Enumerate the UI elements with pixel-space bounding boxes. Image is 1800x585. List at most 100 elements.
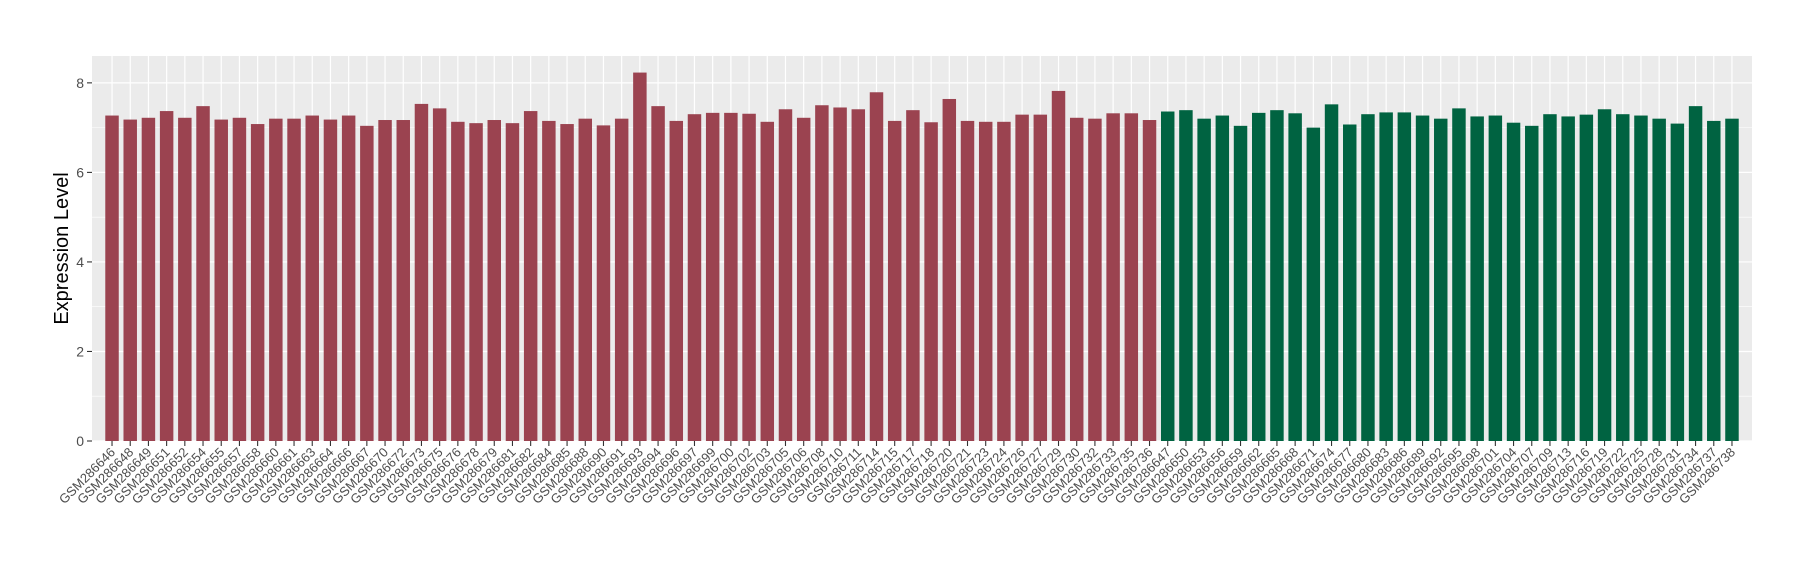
bar-GSM286686: [1397, 112, 1412, 441]
bar-GSM286706: [796, 117, 811, 442]
bar-GSM286691: [614, 118, 629, 442]
bar-GSM286676: [451, 121, 465, 441]
bar-GSM286731: [1670, 123, 1685, 441]
bar-GSM286646: [105, 115, 119, 441]
bar-GSM286737: [1707, 120, 1721, 442]
bar-GSM286701: [1488, 115, 1503, 441]
bar-GSM286665: [1270, 110, 1284, 441]
bar-GSM286708: [815, 105, 829, 441]
bar-GSM286704: [1506, 122, 1521, 441]
bar-GSM286733: [1106, 113, 1120, 442]
bar-GSM286719: [1597, 109, 1612, 441]
bar-GSM286696: [669, 120, 684, 442]
bar-GSM286726: [1015, 114, 1029, 441]
bar-GSM286700: [724, 112, 738, 442]
bar-GSM286694: [651, 106, 665, 442]
bar-GSM286668: [1288, 113, 1302, 442]
bars: [105, 72, 1739, 442]
bar-GSM286679: [487, 120, 501, 441]
bar-GSM286695: [1452, 108, 1466, 442]
bar-GSM286672: [396, 120, 410, 441]
bar-GSM286711: [851, 109, 866, 441]
bar-GSM286709: [1543, 114, 1557, 441]
bar-GSM286664: [323, 119, 338, 442]
bar-GSM286647: [1160, 111, 1175, 441]
bar-GSM286655: [214, 119, 228, 442]
bar-GSM286662: [1251, 112, 1266, 442]
bar-GSM286730: [1069, 117, 1084, 442]
bar-GSM286729: [1051, 90, 1066, 441]
bar-GSM286714: [869, 92, 884, 441]
bar-GSM286663: [305, 115, 319, 441]
bar-GSM286683: [1379, 112, 1393, 441]
bar-GSM286659: [1233, 125, 1248, 441]
y-tick-label: 8: [76, 75, 84, 91]
bar-GSM286656: [1215, 115, 1230, 441]
bar-GSM286650: [1179, 110, 1193, 441]
bar-GSM286680: [1361, 114, 1375, 441]
bar-GSM286717: [906, 110, 920, 441]
bar-GSM286673: [414, 103, 429, 442]
y-axis-label: Expression Level: [51, 172, 73, 324]
bar-GSM286685: [560, 124, 574, 441]
bar-GSM286703: [760, 121, 775, 441]
bar-GSM286667: [360, 125, 374, 441]
bar-GSM286728: [1652, 118, 1666, 442]
bar-GSM286689: [1415, 115, 1430, 441]
bar-GSM286732: [1088, 118, 1102, 442]
x-axis: GSM286646GSM286648GSM286649GSM286651GSM2…: [56, 441, 1738, 507]
bar-GSM286693: [633, 72, 647, 441]
bar-GSM286721: [960, 120, 975, 442]
bar-GSM286648: [123, 119, 137, 442]
bar-GSM286681: [505, 123, 520, 442]
bar-GSM286710: [833, 107, 847, 442]
bar-GSM286649: [141, 117, 156, 442]
y-tick-label: 2: [76, 343, 84, 359]
plot-panel: [92, 56, 1752, 441]
bar-GSM286727: [1033, 114, 1048, 441]
bar-GSM286725: [1634, 115, 1648, 441]
bar-GSM286697: [687, 114, 702, 441]
bar-GSM286718: [924, 122, 938, 442]
bar-GSM286713: [1561, 116, 1575, 442]
bar-GSM286657: [232, 117, 247, 442]
bar-GSM286702: [742, 113, 756, 441]
bar-GSM286715: [887, 120, 902, 442]
bar-GSM286651: [159, 111, 174, 441]
bar-GSM286661: [287, 118, 301, 442]
bar-GSM286707: [1525, 125, 1539, 441]
y-tick-label: 6: [76, 164, 84, 180]
bar-GSM286671: [1306, 127, 1321, 442]
bar-GSM286722: [1616, 114, 1630, 441]
bar-GSM286738: [1725, 118, 1739, 442]
bar-GSM286698: [1470, 116, 1484, 442]
bar-GSM286735: [1124, 113, 1139, 442]
bar-GSM286660: [269, 118, 283, 442]
bar-GSM286724: [997, 121, 1011, 441]
bar-GSM286690: [596, 125, 611, 442]
bar-GSM286654: [196, 106, 210, 442]
bar-GSM286652: [178, 117, 192, 442]
bar-GSM286674: [1324, 104, 1339, 441]
bar-GSM286705: [778, 109, 793, 441]
bar-GSM286684: [542, 120, 556, 442]
y-tick-label: 4: [76, 254, 84, 270]
bar-GSM286716: [1579, 114, 1594, 441]
bar-GSM286736: [1142, 120, 1157, 441]
bar-GSM286670: [378, 120, 392, 441]
bar-GSM286734: [1688, 106, 1703, 442]
bar-GSM286720: [942, 98, 957, 441]
bar-GSM286723: [978, 121, 993, 441]
y-axis: 0 2 4 6 8: [76, 75, 92, 449]
bar-GSM286675: [432, 108, 447, 442]
bar-GSM286677: [1343, 124, 1357, 441]
bar-GSM286688: [578, 118, 593, 442]
bar-GSM286678: [469, 123, 483, 442]
bar-GSM286666: [341, 115, 356, 441]
y-tick-label: 0: [76, 433, 84, 449]
bar-GSM286692: [1434, 118, 1448, 442]
bar-GSM286699: [705, 112, 720, 442]
bar-GSM286653: [1197, 118, 1211, 442]
